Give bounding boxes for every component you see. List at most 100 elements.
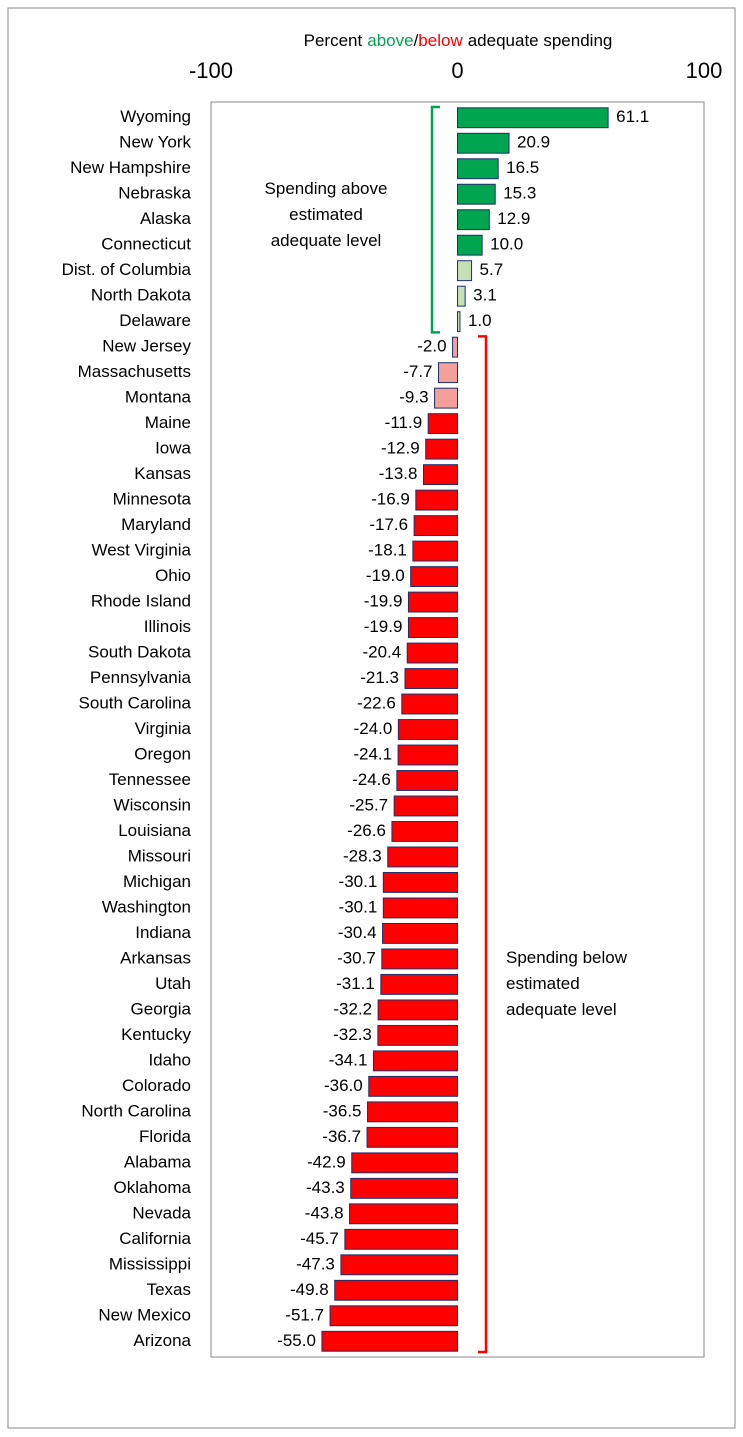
- y-tick-label: Iowa: [155, 439, 191, 458]
- y-tick-label: Alaska: [140, 209, 192, 228]
- bar: [407, 617, 459, 638]
- y-tick-label: New Jersey: [102, 337, 191, 356]
- y-tick-label: Dist. of Columbia: [62, 260, 192, 279]
- y-tick-label: Georgia: [131, 999, 192, 1018]
- x-tick-label: 0: [451, 58, 463, 83]
- bar: [344, 1228, 458, 1250]
- y-tick-label: Idaho: [148, 1050, 191, 1069]
- value-label: -7.7: [403, 362, 432, 381]
- bar: [329, 1305, 459, 1327]
- y-tick-label: Pennsylvania: [90, 668, 192, 687]
- bar: [377, 1024, 458, 1046]
- outer-frame: [7, 7, 736, 1429]
- bar: [422, 464, 458, 486]
- bar: [413, 515, 458, 537]
- bar: [457, 209, 490, 231]
- value-label: 1.0: [468, 311, 492, 330]
- bar: [393, 795, 459, 817]
- value-label: -36.7: [322, 1127, 361, 1146]
- y-tick-label: Mississippi: [109, 1254, 191, 1273]
- y-tick-label: Kansas: [134, 464, 191, 483]
- value-label: -24.0: [354, 719, 393, 738]
- bar: [334, 1279, 459, 1301]
- y-tick-label: Rhode Island: [91, 592, 191, 611]
- y-tick-label: Montana: [125, 388, 192, 407]
- y-tick-label: Connecticut: [101, 235, 191, 254]
- value-label: -19.9: [364, 617, 403, 636]
- value-label: 15.3: [503, 184, 536, 203]
- y-tick-label: Wisconsin: [114, 795, 191, 814]
- bar: [372, 1050, 459, 1072]
- y-tick-label: Missouri: [128, 846, 191, 865]
- y-tick-label: Tennessee: [109, 770, 191, 789]
- y-tick-label: Colorado: [122, 1076, 191, 1095]
- annotation: Spending below: [506, 948, 628, 967]
- y-tick-label: California: [119, 1229, 191, 1248]
- value-label: -42.9: [307, 1152, 346, 1171]
- value-label: 10.0: [490, 235, 523, 254]
- bar: [350, 1177, 458, 1199]
- value-label: -11.9: [385, 413, 423, 432]
- value-label: 12.9: [497, 209, 530, 228]
- value-label: -17.6: [369, 515, 408, 534]
- annotation: adequate level: [506, 1000, 617, 1019]
- value-label: -49.8: [290, 1280, 329, 1299]
- chart-title: Percent above/below adequate spending: [304, 31, 613, 50]
- value-label: -2.0: [417, 337, 446, 356]
- value-label: -19.9: [364, 592, 403, 611]
- bar: [377, 999, 459, 1021]
- y-tick-label: Nebraska: [118, 184, 191, 203]
- x-tick-label: -100: [189, 58, 233, 83]
- y-tick-label: Oklahoma: [114, 1178, 192, 1197]
- bar: [457, 183, 496, 205]
- y-tick-label: South Dakota: [88, 643, 192, 662]
- bar: [457, 285, 466, 307]
- y-tick-label: Illinois: [144, 617, 191, 636]
- value-label: -32.2: [333, 999, 372, 1018]
- y-tick-label: New York: [119, 133, 191, 152]
- y-tick-label: New Hampshire: [70, 158, 191, 177]
- value-label: -28.3: [343, 846, 382, 865]
- y-tick-label: New Mexico: [98, 1305, 191, 1324]
- title-part: below: [418, 31, 463, 50]
- bar: [349, 1203, 458, 1225]
- value-label: 3.1: [473, 286, 497, 305]
- value-label: -21.3: [360, 668, 399, 687]
- title-part: /: [414, 31, 419, 50]
- value-label: -12.9: [381, 439, 420, 458]
- value-label: -30.1: [339, 872, 378, 891]
- bar: [412, 540, 459, 562]
- value-label: -55.0: [277, 1331, 316, 1350]
- y-tick-label: Arkansas: [120, 948, 191, 967]
- y-tick-label: West Virginia: [91, 541, 191, 560]
- bar: [407, 591, 459, 613]
- y-tick-label: Arizona: [133, 1331, 191, 1350]
- title-part: above: [367, 31, 413, 50]
- bar: [452, 336, 459, 358]
- bar: [438, 362, 458, 384]
- bar: [368, 1075, 459, 1097]
- y-tick-label: Maryland: [121, 515, 191, 534]
- bar: [401, 693, 458, 715]
- bar: [382, 922, 458, 944]
- bar: [457, 260, 473, 282]
- value-label: -51.7: [285, 1305, 324, 1324]
- plot-frame: [210, 101, 705, 1358]
- value-label: -25.7: [349, 795, 388, 814]
- y-tick-label: Nevada: [132, 1203, 191, 1222]
- value-label: -24.6: [352, 770, 391, 789]
- bar: [367, 1101, 458, 1123]
- annotation: estimated: [289, 205, 363, 224]
- y-tick-label: Minnesota: [113, 490, 192, 509]
- value-label: -43.8: [305, 1203, 344, 1222]
- value-label: -18.1: [368, 541, 407, 560]
- value-label: -45.7: [300, 1229, 339, 1248]
- bar: [381, 948, 458, 970]
- bar: [380, 973, 458, 995]
- bar: [406, 642, 458, 664]
- y-tick-label: Wyoming: [120, 107, 191, 126]
- bar: [404, 668, 459, 689]
- value-label: -36.5: [323, 1101, 362, 1120]
- y-tick-label: North Dakota: [91, 286, 192, 305]
